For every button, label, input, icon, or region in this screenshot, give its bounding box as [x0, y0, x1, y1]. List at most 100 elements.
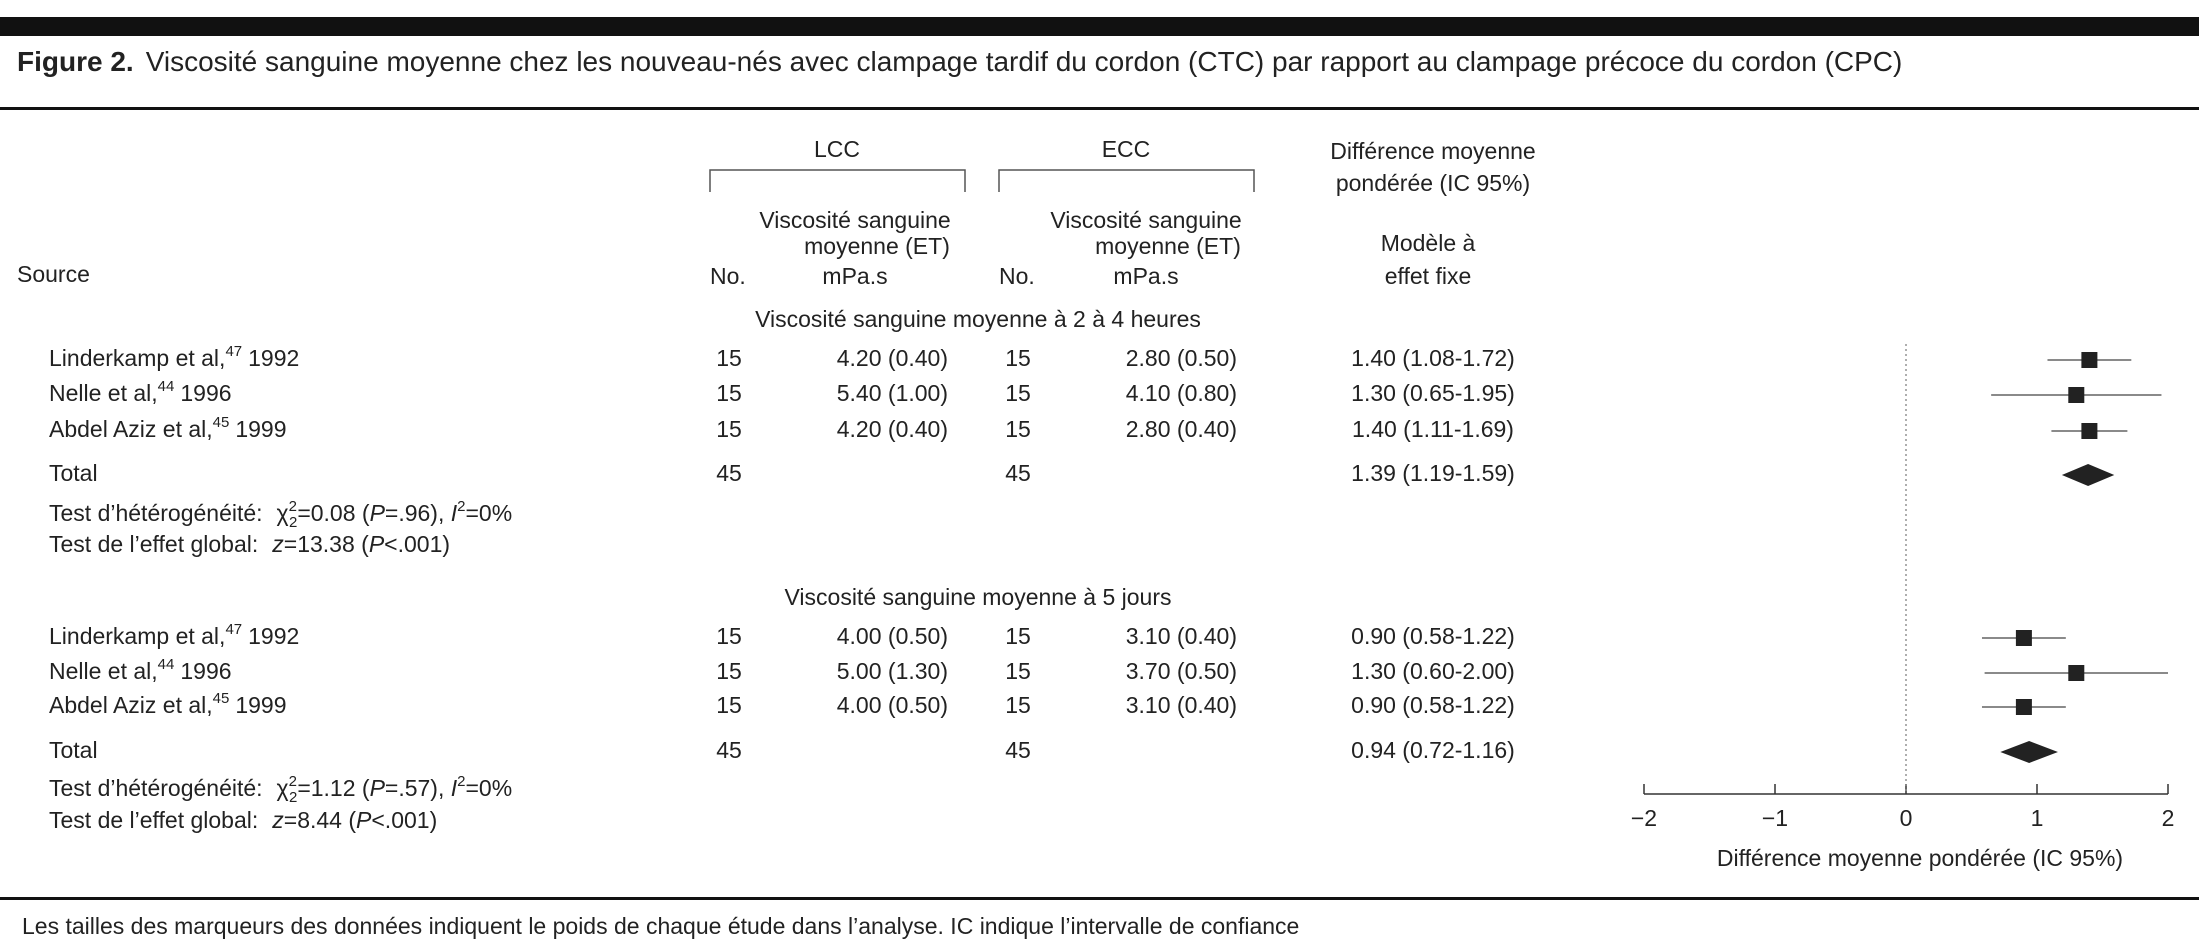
- p-symbol: P: [369, 531, 385, 557]
- test-label: Test de l’effet global:: [49, 807, 258, 833]
- x-tick-label: 0: [1900, 805, 1913, 831]
- ecc-mean: 2.80 (0.40): [1126, 416, 1237, 442]
- column-header: No.: [710, 263, 746, 289]
- reference: 44: [158, 656, 175, 673]
- study-label: Nelle et al,44 1996: [49, 378, 232, 406]
- z-symbol: z: [271, 531, 284, 557]
- column-header: mPa.s: [822, 263, 887, 289]
- column-brackets: [709, 169, 1255, 192]
- p-symbol: P: [370, 775, 386, 801]
- i2-symbol: I: [451, 775, 458, 801]
- ecc-mean: 4.10 (0.80): [1126, 380, 1237, 406]
- lcc-n: 15: [716, 345, 742, 371]
- effect-marker: [2081, 423, 2098, 439]
- top-bar: [0, 17, 2199, 36]
- figure-label: Figure 2.: [17, 46, 134, 77]
- effect-label: 1.40 (1.08-1.72): [1351, 345, 1515, 371]
- ecc-n: 15: [1005, 658, 1031, 684]
- p-value: =.57),: [385, 775, 451, 801]
- footnote: Les tailles des marqueurs des données in…: [22, 913, 1299, 939]
- study-name: Nelle et al,: [49, 380, 158, 406]
- study-name: Linderkamp et al,: [49, 345, 225, 371]
- lcc-mean: 5.40 (1.00): [837, 380, 948, 406]
- statistic-value: =1.12 (: [297, 775, 370, 801]
- title-rule: [0, 107, 2199, 110]
- i2-value: =0%: [466, 500, 513, 526]
- statistic-sup: 2: [289, 773, 297, 790]
- x-tick-label: −2: [1631, 805, 1657, 831]
- p-value: =.96),: [385, 500, 451, 526]
- ecc-n: 15: [1005, 623, 1031, 649]
- lcc-n: 45: [716, 460, 742, 486]
- column-header: moyenne (ET): [804, 233, 950, 259]
- statistic-value: =0.08 (: [297, 500, 370, 526]
- figure-title: Figure 2. Viscosité sanguine moyenne chez…: [17, 46, 1902, 77]
- column-header: Différence moyenne: [1330, 138, 1535, 164]
- reference: 45: [213, 690, 230, 707]
- p-value: <.001): [384, 531, 450, 557]
- effect-label: 1.30 (0.60-2.00): [1351, 658, 1515, 684]
- column-header: pondérée (IC 95%): [1336, 170, 1530, 196]
- study-year: 1996: [180, 658, 231, 684]
- ecc-n: 15: [1005, 380, 1031, 406]
- ecc-mean: 3.70 (0.50): [1126, 658, 1237, 684]
- overall-effect-test: Test de l’effet global: z=8.44 (P<.001): [49, 807, 437, 833]
- p-symbol: P: [356, 807, 372, 833]
- lcc-n: 15: [716, 692, 742, 718]
- reference: 47: [225, 343, 242, 360]
- effect-label: 1.39 (1.19-1.59): [1351, 460, 1515, 486]
- total-label: Total: [49, 460, 98, 486]
- p-symbol: P: [370, 500, 386, 526]
- ecc-n: 15: [1005, 345, 1031, 371]
- heterogeneity-test: Test d’hétérogénéité: χ2 2=0.08 (P=.96), I…: [49, 498, 512, 531]
- total-label: Total: [49, 737, 98, 763]
- study-label: Linderkamp et al,47 1992: [49, 343, 299, 371]
- column-header: mPa.s: [1113, 263, 1178, 289]
- subgroup-title: Viscosité sanguine moyenne à 5 jours: [785, 584, 1172, 610]
- z-value: =13.38 (: [284, 531, 369, 557]
- column-header: Modèle à: [1381, 230, 1476, 256]
- lcc-n: 45: [716, 737, 742, 763]
- pooled-diamond: [2000, 741, 2058, 763]
- column-header: effet fixe: [1385, 263, 1472, 289]
- z-value: =8.44 (: [284, 807, 357, 833]
- effect-label: 0.94 (0.72-1.16): [1351, 737, 1515, 763]
- test-label: Test d’hétérogénéité:: [49, 775, 263, 801]
- reference: 47: [225, 621, 242, 638]
- reference: 44: [158, 378, 175, 395]
- statistic-sup: 2: [289, 498, 297, 515]
- effect-marker: [2068, 665, 2085, 681]
- effect-marker: [2081, 352, 2098, 368]
- study-label: Linderkamp et al,47 1992: [49, 621, 299, 649]
- pooled-diamond: [2061, 464, 2115, 486]
- column-header: Viscosité sanguine: [1050, 207, 1241, 233]
- i2-sup: 2: [457, 498, 465, 515]
- statistic-sub: 2: [289, 514, 297, 531]
- effect-label: 1.30 (0.65-1.95): [1351, 380, 1515, 406]
- effect-label: 1.40 (1.11-1.69): [1352, 416, 1514, 442]
- x-tick-label: 1: [2031, 805, 2044, 831]
- lcc-n: 15: [716, 623, 742, 649]
- statistic-symbol: χ: [277, 775, 289, 801]
- study-name: Linderkamp et al,: [49, 623, 225, 649]
- lcc-n: 15: [716, 658, 742, 684]
- study-year: 1992: [248, 623, 299, 649]
- ecc-n: 45: [1005, 737, 1031, 763]
- statistic-sub: 2: [289, 789, 297, 806]
- column-header: Viscosité sanguine: [759, 207, 950, 233]
- lcc-mean: 4.00 (0.50): [837, 623, 948, 649]
- study-label: Abdel Aziz et al,45 1999: [49, 690, 287, 718]
- ecc-mean: 3.10 (0.40): [1126, 692, 1237, 718]
- group-header: ECC: [1102, 136, 1151, 162]
- study-label: Abdel Aziz et al,45 1999: [49, 414, 287, 442]
- lcc-mean: 4.00 (0.50): [837, 692, 948, 718]
- lcc-n: 15: [716, 380, 742, 406]
- test-label: Test de l’effet global:: [49, 531, 258, 557]
- ecc-mean: 2.80 (0.50): [1126, 345, 1237, 371]
- x-axis-label: Différence moyenne pondérée (IC 95%): [1717, 845, 2123, 871]
- heterogeneity-test: Test d’hétérogénéité: χ2 2=1.12 (P=.57), I…: [49, 773, 512, 806]
- column-header: No.: [999, 263, 1035, 289]
- i2-symbol: I: [451, 500, 458, 526]
- effect-label: 0.90 (0.58-1.22): [1351, 692, 1515, 718]
